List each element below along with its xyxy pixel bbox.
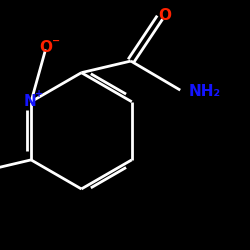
Text: O: O [158,8,172,22]
Text: O: O [39,40,52,56]
Text: NH₂: NH₂ [189,84,221,99]
Text: N: N [23,94,36,109]
Text: −: − [52,36,60,46]
Text: +: + [35,90,43,100]
